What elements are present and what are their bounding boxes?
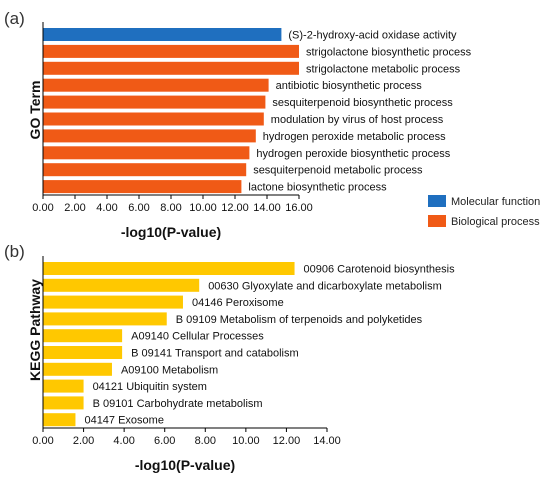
panel-a-bar-label: sesquiterpenoid metabolic process xyxy=(253,165,423,177)
panel-b-bar xyxy=(43,413,76,427)
panel-b-label: (b) xyxy=(4,242,25,261)
panel-a-x-tick-label: 16.00 xyxy=(285,202,313,214)
panel-b-bar-label: B 09141 Transport and catabolism xyxy=(131,348,299,360)
panel-b-x-axis-label: -log10(P-value) xyxy=(135,457,235,473)
panel-a-bar xyxy=(43,180,242,194)
panel-a-bar xyxy=(43,44,299,58)
panel-a-bar-label: (S)-2-hydroxy-acid oxidase activity xyxy=(288,30,457,42)
panel-a-bar xyxy=(43,129,256,143)
panel-b-bar xyxy=(43,329,123,343)
panel-a-bar xyxy=(43,28,282,41)
panel-b-bar-label: A09140 Cellular Processes xyxy=(131,331,264,343)
panel-a-bar-label: modulation by virus of host process xyxy=(271,114,444,126)
panel-b-bar xyxy=(43,362,112,376)
panel-b-bar-label: 00906 Carotenoid biosynthesis xyxy=(304,264,456,276)
panel-a-bar-label: sesquiterpenoid biosynthetic process xyxy=(272,97,453,109)
legend-label-molecular-function: Molecular function xyxy=(451,196,540,208)
panel-a-plot: (S)-2-hydroxy-acid oxidase activity strig… xyxy=(32,22,472,214)
panel-a-bar-label: antibiotic biosynthetic process xyxy=(276,80,423,92)
panel-a-x-axis-label: -log10(P-value) xyxy=(121,224,221,240)
legend-label-biological-process: Biological process xyxy=(451,216,540,228)
panel-b-y-axis-label: KEGG Pathway xyxy=(27,279,43,381)
panel-a-bar-label: hydrogen peroxide biosynthetic process xyxy=(256,148,450,160)
panel-a-x-tick-label: 8.00 xyxy=(160,202,181,214)
panel-b-bar xyxy=(43,396,84,410)
panel-a-bar-label: strigolactone metabolic process xyxy=(306,63,461,75)
panel-a-y-axis-label: GO Term xyxy=(27,81,43,140)
panel-a-x-tick-label: 0.00 xyxy=(32,202,53,214)
panel-a-x-tick-label: 12.00 xyxy=(221,202,249,214)
panel-a-x-tick-label: 4.00 xyxy=(96,202,117,214)
panel-a-x-tick-label: 14.00 xyxy=(253,202,281,214)
panel-a-bar xyxy=(43,146,250,160)
legend-swatch-biological-process xyxy=(428,215,446,227)
panel-a-x-tick-label: 2.00 xyxy=(64,202,85,214)
panel-b-x-tick-label: 4.00 xyxy=(113,435,134,447)
panel-b-x-tick-label: 2.00 xyxy=(73,435,94,447)
panel-b-x-tick-label: 8.00 xyxy=(195,435,216,447)
panel-b-bar xyxy=(43,295,183,309)
panel-a-bar xyxy=(43,78,269,92)
panel-b-bar xyxy=(43,262,295,275)
panel-b-x-tick-label: 0.00 xyxy=(32,435,53,447)
panel-b-bar-label: B 09109 Metabolism of terpenoids and pol… xyxy=(176,314,423,326)
panel-b-bar xyxy=(43,379,84,393)
panel-b-plot: 00906 Carotenoid biosynthesis 00630 Glyox… xyxy=(32,256,455,447)
panel-b-x-tick-label: 10.00 xyxy=(232,435,260,447)
legend-swatch-molecular-function xyxy=(428,195,446,207)
panel-b-bar xyxy=(43,312,167,326)
panel-a-bar-label: lactone biosynthetic process xyxy=(248,182,387,194)
panel-b-x-tick-label: 12.00 xyxy=(273,435,301,447)
panel-b-x-tick-label: 6.00 xyxy=(154,435,175,447)
panel-b-bar-label: 04121 Ubiquitin system xyxy=(93,381,207,393)
panel-a-x-tick-label: 10.00 xyxy=(189,202,217,214)
panel-a-x-tick-label: 6.00 xyxy=(128,202,149,214)
panel-a-label: (a) xyxy=(4,9,25,28)
panel-a-bar xyxy=(43,61,299,75)
panel-b-bar xyxy=(43,278,200,292)
panel-b-bar-label: A09100 Metabolism xyxy=(121,364,218,376)
panel-a-bar xyxy=(43,112,264,126)
panel-b-bar xyxy=(43,346,123,359)
panel-b-bar-label: B 09101 Carbohydrate metabolism xyxy=(93,398,263,410)
panel-b-bar-label: 04147 Exosome xyxy=(84,415,164,427)
panel-a-bar xyxy=(43,95,266,109)
panel-b-bar-label: 00630 Glyoxylate and dicarboxylate metab… xyxy=(208,280,442,292)
panel-b-bar-label: 04146 Peroxisome xyxy=(192,297,284,309)
panel-a-bar-label: strigolactone biosynthetic process xyxy=(306,46,472,58)
panel-a-bar xyxy=(43,163,247,177)
panel-b-x-tick-label: 14.00 xyxy=(313,435,341,447)
panel-a-bar-label: hydrogen peroxide metabolic process xyxy=(263,131,446,143)
legend: Molecular function Biological process xyxy=(428,195,540,228)
